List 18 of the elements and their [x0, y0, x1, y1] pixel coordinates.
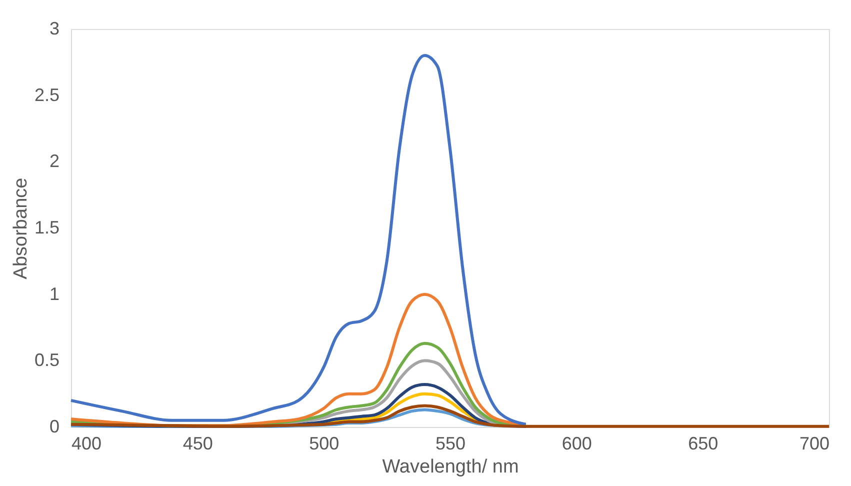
- x-tick-label: 700: [799, 434, 830, 454]
- x-tick-label: 600: [562, 434, 592, 454]
- y-tick-label: 1: [49, 284, 60, 304]
- y-tick-label: 0.5: [34, 350, 60, 370]
- x-axis-title: Wavelength/ nm: [382, 456, 519, 478]
- x-tick-label: 550: [435, 434, 466, 454]
- x-tick-label: 450: [182, 434, 213, 454]
- y-tick-label: 2: [49, 151, 60, 172]
- y-axis-title: Absorbance: [10, 178, 32, 280]
- y-tick-label: 1.5: [34, 218, 60, 238]
- x-tick-label: 400: [72, 434, 102, 454]
- x-tick-label: 650: [688, 434, 718, 454]
- y-tick-label: 0: [49, 416, 60, 436]
- line-series: [70, 54, 528, 426]
- line-series: [70, 404, 830, 428]
- y-tick-label: 2.5: [34, 84, 60, 105]
- y-tick-label: 3: [49, 18, 60, 38]
- x-tick-label: 500: [309, 434, 340, 454]
